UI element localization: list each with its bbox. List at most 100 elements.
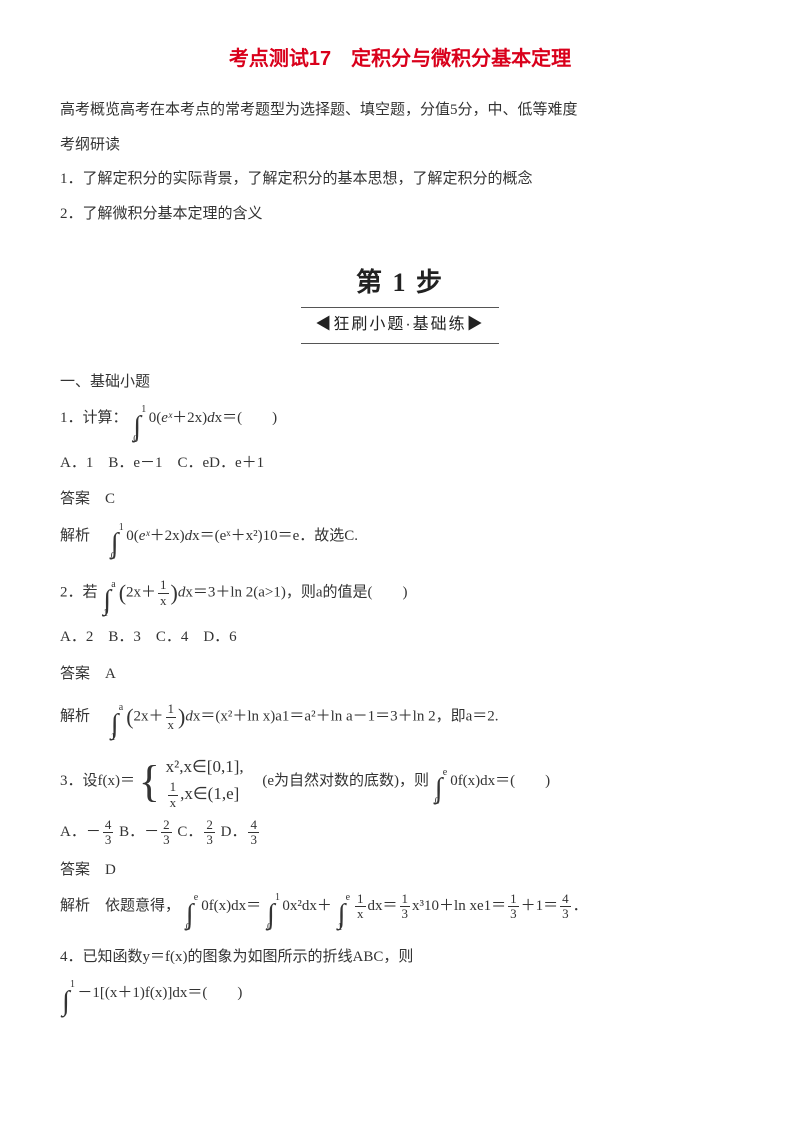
q3-opt-a: A．－ [60,824,101,840]
question-2: 2．若 a ∫ 1 (2x＋1x)dx＝3＋ln 2(a>1)，则a的值是( ) [60,572,740,615]
integral-icon: 1 ∫ 0 [265,900,277,929]
int-upper: 1 [119,518,124,537]
q3-explain-pre: 解析 依题意得， [60,898,180,914]
dx-symbol: d [207,410,215,426]
q1-explain: 解析 1 ∫ 0 0(eˣ＋2x)dx＝(eˣ＋x²)10＝e．故选C. [60,522,740,559]
int-lower: 1 [338,918,343,937]
int-lower: 0 [267,918,272,937]
frac-1-x: 1x [355,892,366,922]
frac-4-3: 43 [248,818,259,848]
q1-expr-b2: ＋2x) [150,528,185,544]
q1-expr-a2: 0( [126,528,139,544]
q2-explain: 解析 a ∫ 1 (2x＋1x)dx＝(x²＋ln x)a1＝a²＋ln a－1… [60,696,740,739]
plus1: ＋1＝ [521,898,559,914]
int-lower: 0 [435,792,440,811]
expr-0x2: 0x²dx＋ [282,898,332,914]
piece-row-1: x²,x∈[0,1], [166,757,244,776]
piece-row-2: ,x∈(1,e] [180,784,239,803]
q3-opt-b: B．－ [119,824,159,840]
brace-icon: { [139,760,160,804]
piecewise-function: { x²,x∈[0,1], 1x,x∈(1,e] [139,753,244,810]
step-banner-line2: ◀狂刷小题·基础练▶ [301,307,498,343]
integral-icon: 1 ∫ 0 [131,412,143,441]
q3-answer: 答案 D [60,856,740,885]
int-upper: 1 [275,888,280,907]
q2-rest: x＝3＋ln 2(a>1)，则a的值是( ) [185,585,407,601]
int-lower: 0 [111,547,116,566]
e-power-x: eˣ [161,410,172,426]
syllabus-head: 考纲研读 [60,131,740,160]
dx-symbol: d [185,708,193,724]
int-upper: 1 [70,975,75,994]
expr-0fx: 0f(x)dx＝ [201,898,261,914]
q1-answer: 答案 C [60,485,740,514]
q2-explain-rest: x＝(x²＋ln x)a1＝a²＋ln a－1＝3＋ln 2，即a＝2. [193,708,499,724]
q2-options: A．2 B．3 C．4 D．6 [60,623,740,652]
frac-1-x: 1x [166,702,177,732]
int-upper: a [119,698,123,717]
explain-label: 解析 [60,528,105,544]
integral-icon: a ∫ 1 [109,710,121,739]
q3-tail: (e为自然对数的底数)，则 [247,773,429,789]
frac-1-3: 13 [508,892,519,922]
frac-1-x: 1x [168,780,179,810]
integral-icon: 1 ∫ 0 [109,530,121,559]
int-upper: e [443,763,447,782]
int-upper: 1 [141,400,146,419]
int-upper: a [111,575,115,594]
q4-expr: －1[(x＋1)f(x)]dx＝( ) [77,985,242,1001]
frac-4-3: 43 [103,818,114,848]
lparen-icon: ( [126,704,133,729]
twox: 2x＋ [126,585,156,601]
frac-2-3: 23 [161,818,172,848]
page-title: 考点测试17 定积分与微积分基本定理 [60,40,740,78]
frac-2-3: 23 [204,818,215,848]
dx-symbol: d [185,528,193,544]
int-lower: 1 [103,604,108,623]
frac-1-3: 13 [400,892,411,922]
frac-4-3: 43 [560,892,571,922]
syllabus-item-1: 1．了解定积分的实际背景，了解定积分的基本思想，了解定积分的概念 [60,165,740,194]
int-lower: 1 [111,728,116,747]
q2-answer: 答案 A [60,660,740,689]
q1-options: A．1 B．e－1 C．eD．e＋1 [60,449,740,478]
integral-icon: a ∫ 1 [101,587,113,616]
q3-opt-d: D． [221,824,247,840]
q3-explain: 解析 依题意得， e ∫ 0 0f(x)dx＝ 1 ∫ 0 0x²dx＋ e ∫… [60,892,740,929]
frac-1-x: 1x [158,578,169,608]
period: ． [573,898,588,914]
twox: 2x＋ [134,708,164,724]
explain-label: 解析 [60,708,105,724]
section-heading: 一、基础小题 [60,368,740,397]
intro-text: 高考概览高考在本考点的常考题型为选择题、填空题，分值5分，中、低等难度 [60,96,740,125]
q3-explain-rest: x³10＋ln xe1＝ [412,898,506,914]
question-4-line1: 4．已知函数y＝f(x)的图象为如图所示的折线ABC，则 [60,943,740,972]
q3-tail2: 0f(x)dx＝( ) [450,773,550,789]
integral-icon: e ∫ 1 [336,900,348,929]
expr-dx-eq: dx＝ [368,898,398,914]
q3-prefix: 3．设f(x)＝ [60,773,135,789]
question-3: 3．设f(x)＝ { x²,x∈[0,1], 1x,x∈(1,e] (e为自然对… [60,753,740,810]
int-upper: e [346,888,350,907]
int-upper: e [194,888,198,907]
q1-explain-rest: x＝(eˣ＋x²)10＝e．故选C. [192,528,358,544]
q1-prefix: 1．计算： [60,410,128,426]
q1-expr-b: ＋2x) [172,410,207,426]
q1-expr-c: x＝( ) [215,410,278,426]
step-banner: 第 1 步 ◀狂刷小题·基础练▶ [60,258,740,344]
integral-icon: e ∫ 0 [184,900,196,929]
int-lower: 0 [133,430,138,449]
integral-icon: e ∫ 0 [433,775,445,804]
question-1: 1．计算： 1 ∫ 0 0(eˣ＋2x)dx＝( ) [60,404,740,441]
rparen-icon: ) [171,580,178,605]
q3-options: A．－43 B．－23 C．23 D．43 [60,818,740,848]
e-power-x: eˣ [139,528,150,544]
lparen-icon: ( [119,580,126,605]
int-lower: 0 [186,918,191,937]
step-banner-line1: 第 1 步 [60,258,740,307]
syllabus-item-2: 2．了解微积分基本定理的含义 [60,200,740,229]
question-4-line2: 1 ∫ －1[(x＋1)f(x)]dx＝( ) [60,979,740,1016]
q2-prefix: 2．若 [60,585,98,601]
integral-icon: 1 ∫ [60,987,72,1016]
q1-expr-a: 0( [149,410,162,426]
